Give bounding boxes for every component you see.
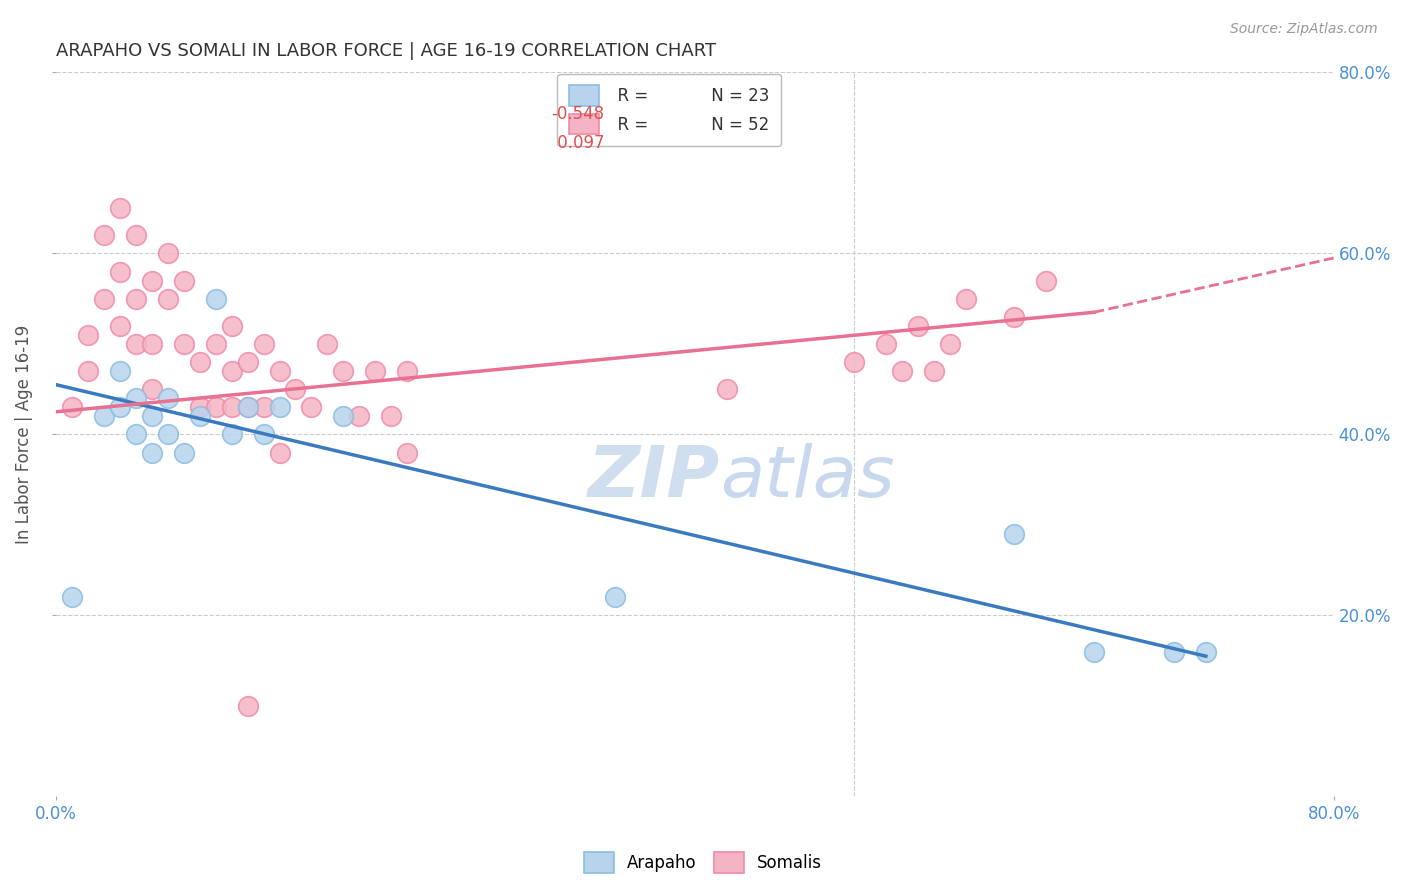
Point: [1195, 645, 1218, 659]
Point: [204, 292, 226, 306]
Text: atlas: atlas: [720, 443, 896, 512]
Point: [269, 364, 291, 378]
Point: [301, 401, 323, 415]
Point: [1163, 645, 1185, 659]
Point: [204, 337, 226, 351]
Point: [1083, 645, 1105, 659]
Point: [125, 427, 148, 442]
Point: [316, 337, 339, 351]
Point: [93, 228, 115, 243]
Point: [891, 364, 914, 378]
Point: [221, 427, 243, 442]
Point: [221, 364, 243, 378]
Point: [236, 355, 259, 369]
Point: [716, 382, 738, 396]
Text: -0.548: -0.548: [551, 105, 605, 123]
Point: [141, 382, 163, 396]
Point: [236, 698, 259, 713]
Point: [188, 409, 211, 424]
Point: [93, 292, 115, 306]
Point: [173, 274, 195, 288]
Point: [1035, 274, 1057, 288]
Point: [108, 264, 131, 278]
Text: Source: ZipAtlas.com: Source: ZipAtlas.com: [1230, 22, 1378, 37]
Point: [269, 401, 291, 415]
Point: [955, 292, 977, 306]
Point: [173, 337, 195, 351]
Point: [60, 591, 83, 605]
Point: [252, 401, 274, 415]
Point: [332, 409, 354, 424]
Point: [60, 401, 83, 415]
Point: [284, 382, 307, 396]
Point: [108, 318, 131, 333]
Point: [188, 401, 211, 415]
Point: [1002, 310, 1025, 324]
Point: [364, 364, 387, 378]
Point: [173, 445, 195, 459]
Point: [875, 337, 897, 351]
Point: [603, 128, 626, 143]
Point: [844, 355, 866, 369]
Point: [76, 327, 98, 342]
Point: [156, 292, 179, 306]
Point: [1002, 527, 1025, 541]
Point: [332, 364, 354, 378]
Point: [141, 337, 163, 351]
Legend: Arapaho, Somalis: Arapaho, Somalis: [578, 846, 828, 880]
Point: [156, 427, 179, 442]
Point: [125, 391, 148, 405]
Point: [93, 409, 115, 424]
Point: [156, 391, 179, 405]
Point: [141, 274, 163, 288]
Point: [108, 201, 131, 215]
Point: [380, 409, 402, 424]
Point: [188, 355, 211, 369]
Point: [204, 401, 226, 415]
Point: [924, 364, 946, 378]
Text: ZIP: ZIP: [588, 443, 720, 512]
Point: [603, 591, 626, 605]
Point: [349, 409, 371, 424]
Text: 0.097: 0.097: [551, 135, 605, 153]
Point: [252, 427, 274, 442]
Point: [125, 228, 148, 243]
Point: [396, 364, 419, 378]
Point: [252, 337, 274, 351]
Point: [76, 364, 98, 378]
Point: [236, 401, 259, 415]
Legend:   R =            N = 23,   R =            N = 52: R = N = 23, R = N = 52: [557, 73, 782, 146]
Point: [156, 246, 179, 260]
Y-axis label: In Labor Force | Age 16-19: In Labor Force | Age 16-19: [15, 325, 32, 544]
Point: [907, 318, 929, 333]
Point: [108, 364, 131, 378]
Point: [221, 318, 243, 333]
Point: [125, 292, 148, 306]
Point: [269, 445, 291, 459]
Point: [939, 337, 962, 351]
Text: ARAPAHO VS SOMALI IN LABOR FORCE | AGE 16-19 CORRELATION CHART: ARAPAHO VS SOMALI IN LABOR FORCE | AGE 1…: [56, 42, 716, 60]
Point: [236, 401, 259, 415]
Point: [396, 445, 419, 459]
Point: [141, 409, 163, 424]
Point: [141, 445, 163, 459]
Point: [108, 401, 131, 415]
Point: [221, 401, 243, 415]
Point: [125, 337, 148, 351]
